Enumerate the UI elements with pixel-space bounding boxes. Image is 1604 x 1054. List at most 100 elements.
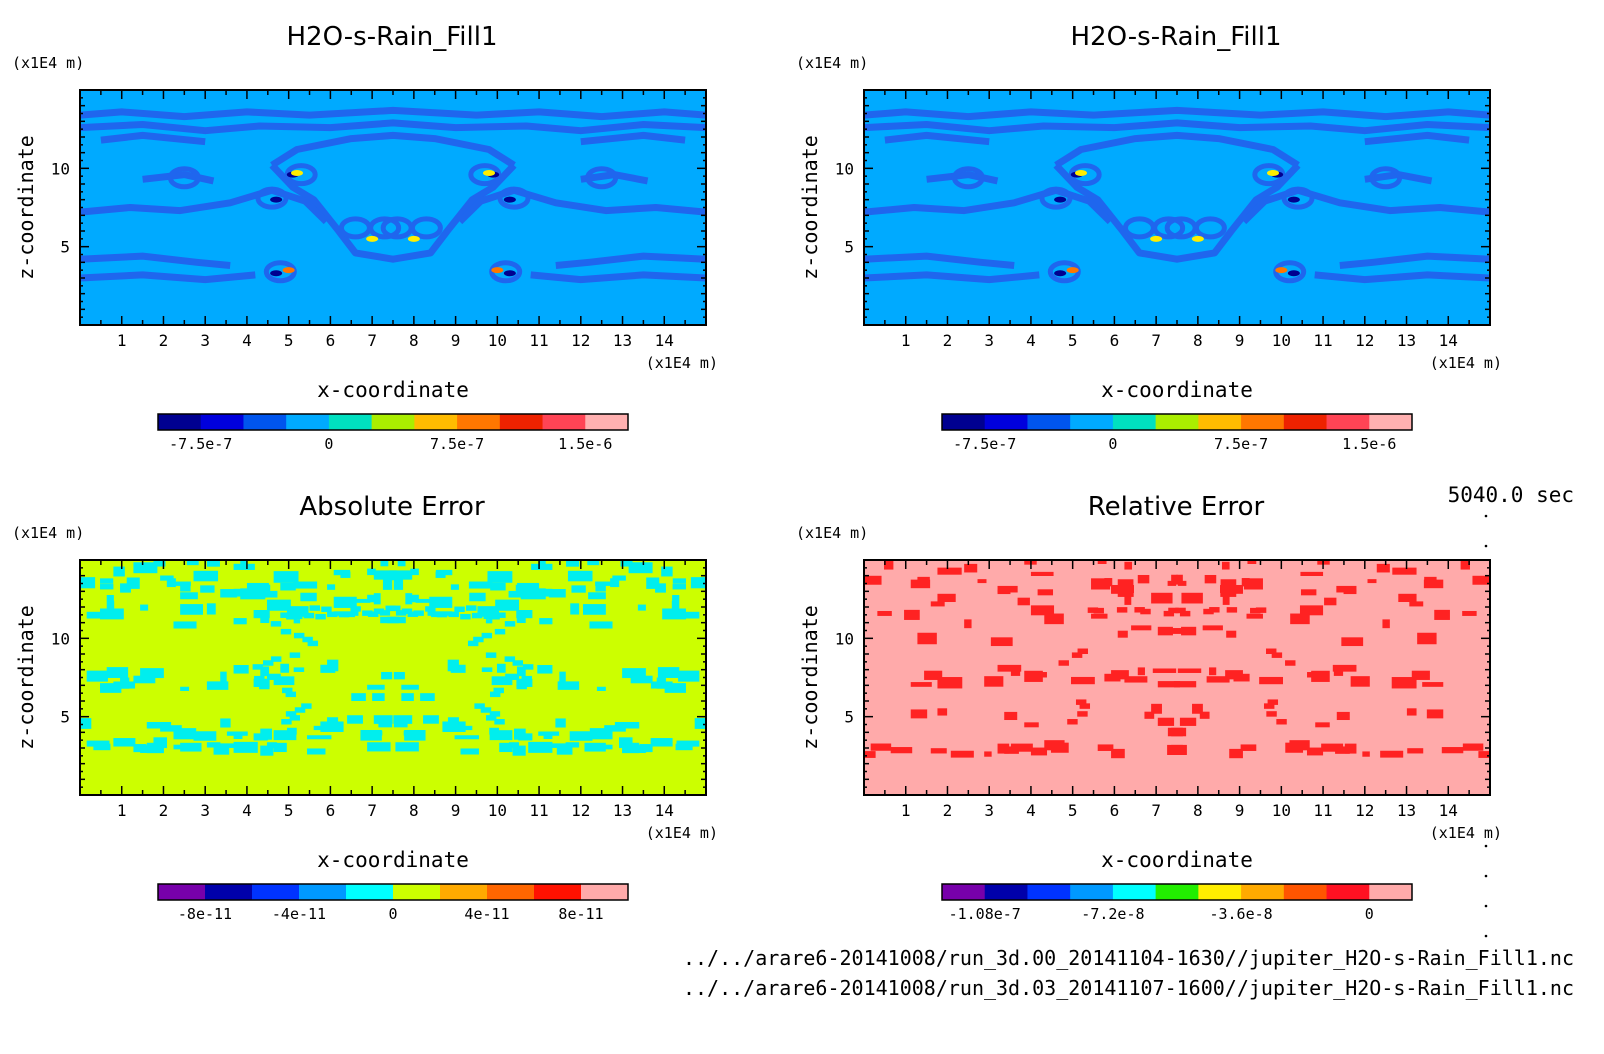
error-cell xyxy=(1177,668,1202,673)
error-cell xyxy=(240,588,266,600)
error-cell xyxy=(367,568,376,576)
error-cell xyxy=(1157,717,1175,726)
colorbar-swatch xyxy=(286,414,330,430)
error-cell xyxy=(100,584,114,590)
error-cell xyxy=(1411,670,1430,680)
extremum-spot xyxy=(1075,170,1088,177)
contour-band xyxy=(80,106,706,121)
error-cell xyxy=(1087,607,1099,613)
error-cell xyxy=(467,640,479,647)
error-cell xyxy=(1392,567,1417,575)
error-cell xyxy=(1117,588,1134,597)
error-cell xyxy=(293,619,301,624)
error-cell xyxy=(1209,667,1217,676)
error-cell xyxy=(260,728,272,740)
error-cell xyxy=(512,660,523,666)
error-cell xyxy=(372,693,385,701)
error-cell xyxy=(1077,711,1088,717)
error-cell xyxy=(495,599,520,611)
x-tick-label: 4 xyxy=(242,801,252,820)
error-cell xyxy=(206,681,229,690)
contour-cell xyxy=(409,216,443,240)
y-tick-label: 5 xyxy=(60,238,70,257)
error-cell xyxy=(514,728,526,740)
error-cell xyxy=(1134,607,1145,613)
error-cell xyxy=(263,660,274,666)
colorbar-tick-label: -3.6e-8 xyxy=(1209,905,1272,923)
error-cell xyxy=(1179,717,1197,726)
x-tick-label: 14 xyxy=(1439,801,1458,820)
error-cell xyxy=(490,582,506,591)
error-cell xyxy=(379,610,391,616)
error-cell xyxy=(1202,625,1223,631)
colorbar-swatch xyxy=(1155,414,1199,430)
error-cell xyxy=(950,750,974,758)
error-cell xyxy=(80,577,96,589)
x-tick-label: 14 xyxy=(655,801,674,820)
margin-dot xyxy=(1484,934,1488,938)
error-cell xyxy=(146,721,172,729)
x-tick-label: 4 xyxy=(1026,331,1036,350)
error-cell xyxy=(1462,610,1477,616)
error-cell xyxy=(380,616,399,624)
error-cell xyxy=(487,571,513,583)
error-cell xyxy=(448,611,459,618)
error-cell xyxy=(1010,666,1021,676)
error-cell xyxy=(1423,579,1444,589)
colorbar-swatch xyxy=(1326,414,1370,430)
error-cell xyxy=(508,590,526,598)
error-cell xyxy=(293,632,305,639)
error-cell xyxy=(286,606,309,617)
error-cell xyxy=(1010,743,1033,752)
x-tick-label: 10 xyxy=(1272,331,1291,350)
colorbar-tick-label: 1.5e-6 xyxy=(1342,435,1396,453)
error-cell xyxy=(548,589,566,598)
error-cell xyxy=(395,610,407,616)
contour-band xyxy=(926,171,999,185)
error-cell xyxy=(86,611,106,619)
error-cell xyxy=(504,621,516,627)
error-cell xyxy=(393,721,408,728)
extremum-spot xyxy=(503,270,516,277)
x-tick-label: 12 xyxy=(571,801,590,820)
error-cell xyxy=(93,671,105,678)
error-cell xyxy=(126,577,140,589)
error-cell xyxy=(405,593,413,605)
error-cell xyxy=(473,636,484,643)
colorbar-tick-label: 0 xyxy=(1108,435,1117,453)
error-cell xyxy=(1266,711,1277,717)
error-cell xyxy=(160,575,174,581)
error-cell xyxy=(309,605,320,611)
error-cell xyxy=(233,733,243,740)
error-cell xyxy=(146,671,154,682)
error-cell xyxy=(486,715,497,721)
x-tick-label: 3 xyxy=(200,801,210,820)
error-cell xyxy=(120,677,130,689)
error-cell xyxy=(153,737,168,749)
error-cell xyxy=(289,715,300,721)
error-cell xyxy=(1472,575,1490,585)
x-tick-label: 13 xyxy=(1397,801,1416,820)
contour-band xyxy=(1339,252,1490,269)
contour-band xyxy=(1364,131,1470,146)
error-cell xyxy=(186,560,199,566)
error-cell xyxy=(1104,578,1113,587)
extremum-spot xyxy=(1275,267,1288,274)
contour-cell xyxy=(1193,216,1227,240)
error-cell xyxy=(1336,585,1357,593)
error-cell xyxy=(1424,576,1437,582)
x-tick-label: 11 xyxy=(529,331,548,350)
error-cell xyxy=(504,656,516,662)
error-cell xyxy=(1204,574,1217,584)
error-cell xyxy=(393,578,404,590)
error-cell xyxy=(273,676,295,686)
error-cell xyxy=(1398,593,1417,603)
error-cell xyxy=(1181,592,1203,604)
colorbar-swatch xyxy=(1198,414,1242,430)
error-cell xyxy=(1175,607,1186,614)
x-tick-label: 7 xyxy=(1151,801,1161,820)
error-cell xyxy=(990,637,1013,647)
margin-dot xyxy=(1484,904,1488,908)
error-cell xyxy=(681,671,693,678)
error-cell xyxy=(327,584,336,590)
